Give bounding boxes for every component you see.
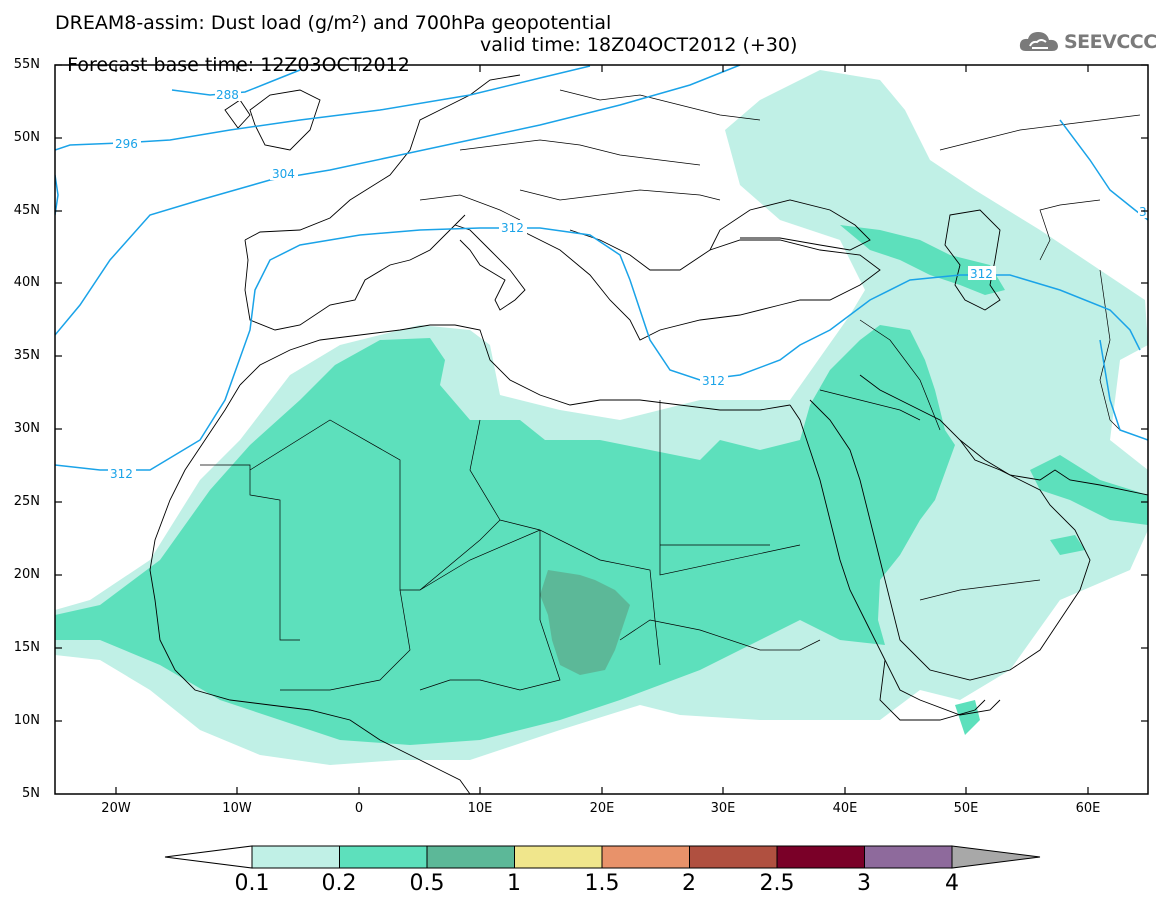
coastlines bbox=[149, 74, 1148, 794]
colorbar-label-2.5: 2.5 bbox=[759, 871, 795, 896]
colorbar-bin-1.5-2 bbox=[601, 845, 690, 869]
contour-label-288: 288 bbox=[216, 88, 239, 102]
lon-label-10W: 10W bbox=[222, 801, 252, 816]
colorbar-label-3: 3 bbox=[857, 871, 871, 896]
dust-patch-gulf-2 bbox=[1050, 535, 1085, 555]
colorbar-label-0.1: 0.1 bbox=[234, 871, 270, 896]
lat-label-35N: 35N bbox=[13, 348, 40, 363]
colorbar-label-0.2: 0.2 bbox=[321, 871, 357, 896]
chart-title: DREAM8-assim: Dust load (g/m²) and 700hP… bbox=[55, 12, 612, 34]
dust-level-0.5 bbox=[540, 570, 630, 675]
lat-label-10N: 10N bbox=[13, 713, 40, 728]
dust-patch-somalia bbox=[955, 700, 980, 735]
lon-ticks bbox=[115, 65, 1089, 794]
lon-label-40E: 40E bbox=[832, 801, 858, 816]
logo-text: SEEVCCC bbox=[1064, 31, 1157, 53]
contour-label-312-b: 312 bbox=[702, 374, 725, 388]
lon-label-30E: 30E bbox=[710, 801, 736, 816]
colorbar-bin-1-1.5 bbox=[514, 845, 603, 869]
lat-ticks bbox=[55, 64, 1148, 722]
colorbar-bin-0.1-0.2 bbox=[251, 845, 340, 869]
contour-label-304: 304 bbox=[272, 167, 295, 181]
contour-label-ne: 3 bbox=[1139, 205, 1147, 219]
seevccc-logo: SEEVCCC bbox=[1018, 28, 1157, 56]
lat-label-5N: 5N bbox=[22, 786, 40, 801]
valid-time-text: valid time: 18Z04OCT2012 (+30) bbox=[480, 34, 798, 56]
contour-288 bbox=[171, 69, 301, 96]
lat-label-20N: 20N bbox=[13, 567, 40, 582]
colorbar-bin-2-2.5 bbox=[689, 845, 778, 869]
contour-label-312-d: 312 bbox=[110, 467, 133, 481]
contour-label-312-c: 312 bbox=[970, 267, 993, 281]
colorbar-label-2: 2 bbox=[682, 871, 696, 896]
lon-label-20W: 20W bbox=[101, 801, 131, 816]
contour-label-296: 296 bbox=[115, 137, 138, 151]
cloud-icon bbox=[1019, 32, 1058, 51]
contour-labels: 288 296 304 312 312 312 312 3 bbox=[108, 87, 1148, 481]
lat-label-15N: 15N bbox=[13, 640, 40, 655]
colorbar bbox=[164, 845, 1041, 869]
dust-patch-caucasus bbox=[840, 225, 1005, 295]
colorbar-bin-3-4 bbox=[864, 845, 953, 869]
contour-west-edge bbox=[55, 174, 59, 216]
lat-label-30N: 30N bbox=[13, 421, 40, 436]
lon-label-10E: 10E bbox=[467, 801, 493, 816]
colorbar-bin-0.2-0.5 bbox=[339, 845, 428, 869]
lat-label-40N: 40N bbox=[13, 275, 40, 290]
lat-label-50N: 50N bbox=[13, 130, 40, 145]
lon-label-20E: 20E bbox=[589, 801, 615, 816]
colorbar-over-arrow bbox=[951, 845, 1041, 869]
contour-312-east bbox=[1099, 339, 1148, 441]
lon-label-60E: 60E bbox=[1075, 801, 1101, 816]
contour-296 bbox=[55, 65, 591, 151]
colorbar-label-1.5: 1.5 bbox=[584, 871, 620, 896]
lon-label-0: 0 bbox=[354, 801, 364, 816]
contour-ne bbox=[1059, 119, 1148, 221]
lat-label-45N: 45N bbox=[13, 203, 40, 218]
lat-label-55N: 55N bbox=[13, 57, 40, 72]
colorbar-bin-0.5-1 bbox=[426, 845, 515, 869]
colorbar-label-0.5: 0.5 bbox=[409, 871, 445, 896]
dust-shading bbox=[55, 70, 1148, 765]
colorbar-under-arrow bbox=[164, 845, 253, 869]
lat-label-25N: 25N bbox=[13, 494, 40, 509]
colorbar-label-4: 4 bbox=[945, 871, 959, 896]
contour-304 bbox=[55, 65, 741, 336]
colorbar-bin-2.5-3 bbox=[776, 845, 865, 869]
contour-312 bbox=[55, 227, 1141, 471]
colorbar-label-1: 1 bbox=[507, 871, 521, 896]
lon-label-50E: 50E bbox=[953, 801, 979, 816]
contour-label-312-a: 312 bbox=[501, 221, 524, 235]
borders bbox=[200, 89, 1141, 691]
